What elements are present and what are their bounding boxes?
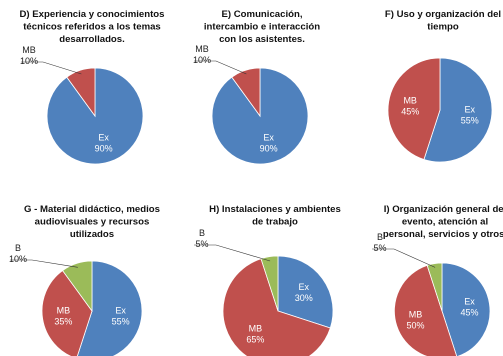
slice-label-ex: Ex 55% — [112, 306, 130, 327]
pie-chart-1: E) Comunicación, intercambio e interacció… — [193, 9, 320, 165]
pie-chart-5: I) Organización general del evento, atenc… — [372, 204, 503, 356]
pie-slice-b — [62, 260, 93, 313]
chart-title: H) Instalaciones y ambientes de trabajo — [209, 204, 341, 228]
leader-line — [372, 248, 436, 268]
leader-line — [10, 259, 78, 268]
pie-slice-b — [426, 262, 443, 312]
slice-label-ex: Ex 90% — [95, 133, 113, 154]
chart-title: F) Uso y organización del tiempo — [385, 9, 501, 33]
slice-label-mb: MB 10% — [193, 44, 211, 65]
pie-slice-mb — [394, 264, 458, 356]
slice-label-b: B 5% — [195, 228, 208, 249]
pie-chart-2: F) Uso y organización del tiempo Ex 55% MB 45… — [385, 9, 501, 163]
pie-slice-ex — [46, 67, 144, 165]
pie-slice-ex — [441, 262, 491, 356]
leader-line — [21, 61, 82, 75]
slice-label-mb: MB 35% — [54, 306, 72, 327]
pie-slice-ex — [211, 67, 309, 165]
slice-label-ex: Ex 30% — [295, 282, 313, 303]
slice-label-mb: MB 65% — [246, 324, 264, 345]
pie-slice-ex — [423, 57, 493, 163]
chart-title: G - Material didáctico, medios audiovisua… — [24, 204, 160, 240]
pie-slice-ex — [277, 255, 334, 329]
pie-slice-mb — [66, 67, 96, 118]
slice-label-ex: Ex 45% — [460, 297, 478, 318]
leader-line — [194, 244, 271, 262]
slice-label-mb: MB 10% — [20, 45, 38, 66]
pie-slice-mb — [387, 57, 441, 160]
leader-line — [194, 60, 247, 75]
slice-label-b: B 10% — [9, 243, 27, 264]
pie-slice-mb — [231, 67, 261, 118]
slice-label-ex: Ex 55% — [461, 105, 479, 126]
slice-label-mb: MB 45% — [401, 95, 419, 116]
slice-label-ex: Ex 90% — [260, 133, 278, 154]
pie-slice-mb — [41, 269, 93, 356]
slice-label-mb: MB 50% — [406, 310, 424, 331]
chart-title: I) Organización general del evento, atenc… — [383, 204, 503, 240]
pie-slice-b — [260, 255, 279, 312]
pie-chart-0: D) Experiencia y conocimientos técnicos r… — [19, 9, 165, 165]
pie-chart-3: G - Material didáctico, medios audiovisua… — [9, 204, 160, 356]
pie-slice-ex — [76, 260, 143, 356]
chart-title: D) Experiencia y conocimientos técnicos r… — [19, 9, 164, 45]
chart-title: E) Comunicación, intercambio e interacció… — [204, 9, 320, 45]
pie-chart-4: H) Instalaciones y ambientes de trabajo Ex… — [194, 204, 341, 356]
slice-label-b: B 5% — [373, 232, 386, 253]
